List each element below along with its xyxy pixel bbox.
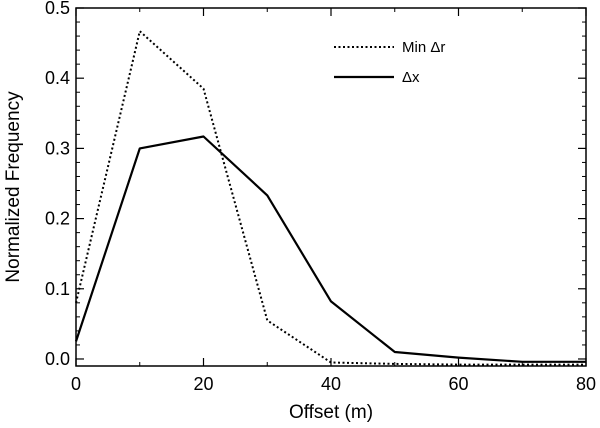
series-line-min-delta-r: [75, 30, 586, 366]
y-axis-ticks: 0.0 0.1 0.2 0.3 0.4 0.5: [45, 0, 586, 369]
legend: Min Δr Δx: [334, 39, 445, 86]
x-tick-label: 20: [193, 374, 213, 394]
x-tick-label: 60: [448, 374, 468, 394]
x-axis-title: Offset (m): [289, 402, 373, 423]
series-line-delta-x: [74, 135, 586, 363]
x-axis-ticks: 0 20 40 60 80: [71, 8, 596, 394]
y-tick-label: 0.2: [45, 209, 70, 229]
y-axis-title: Normalized Frequency: [3, 91, 24, 283]
y-tick-label: 0.3: [45, 138, 70, 158]
y-tick-label: 0.0: [45, 349, 70, 369]
y-tick-label: 0.4: [45, 68, 70, 88]
legend-label: Min Δr: [402, 39, 445, 56]
y-tick-label: 0.1: [45, 279, 70, 299]
x-tick-label: 80: [576, 374, 596, 394]
x-tick-label: 40: [321, 374, 341, 394]
plot-frame: [75, 7, 587, 367]
legend-label: Δx: [402, 69, 420, 86]
x-tick-label: 0: [71, 374, 81, 394]
y-tick-label: 0.5: [45, 0, 70, 18]
series-layer: [74, 30, 586, 366]
